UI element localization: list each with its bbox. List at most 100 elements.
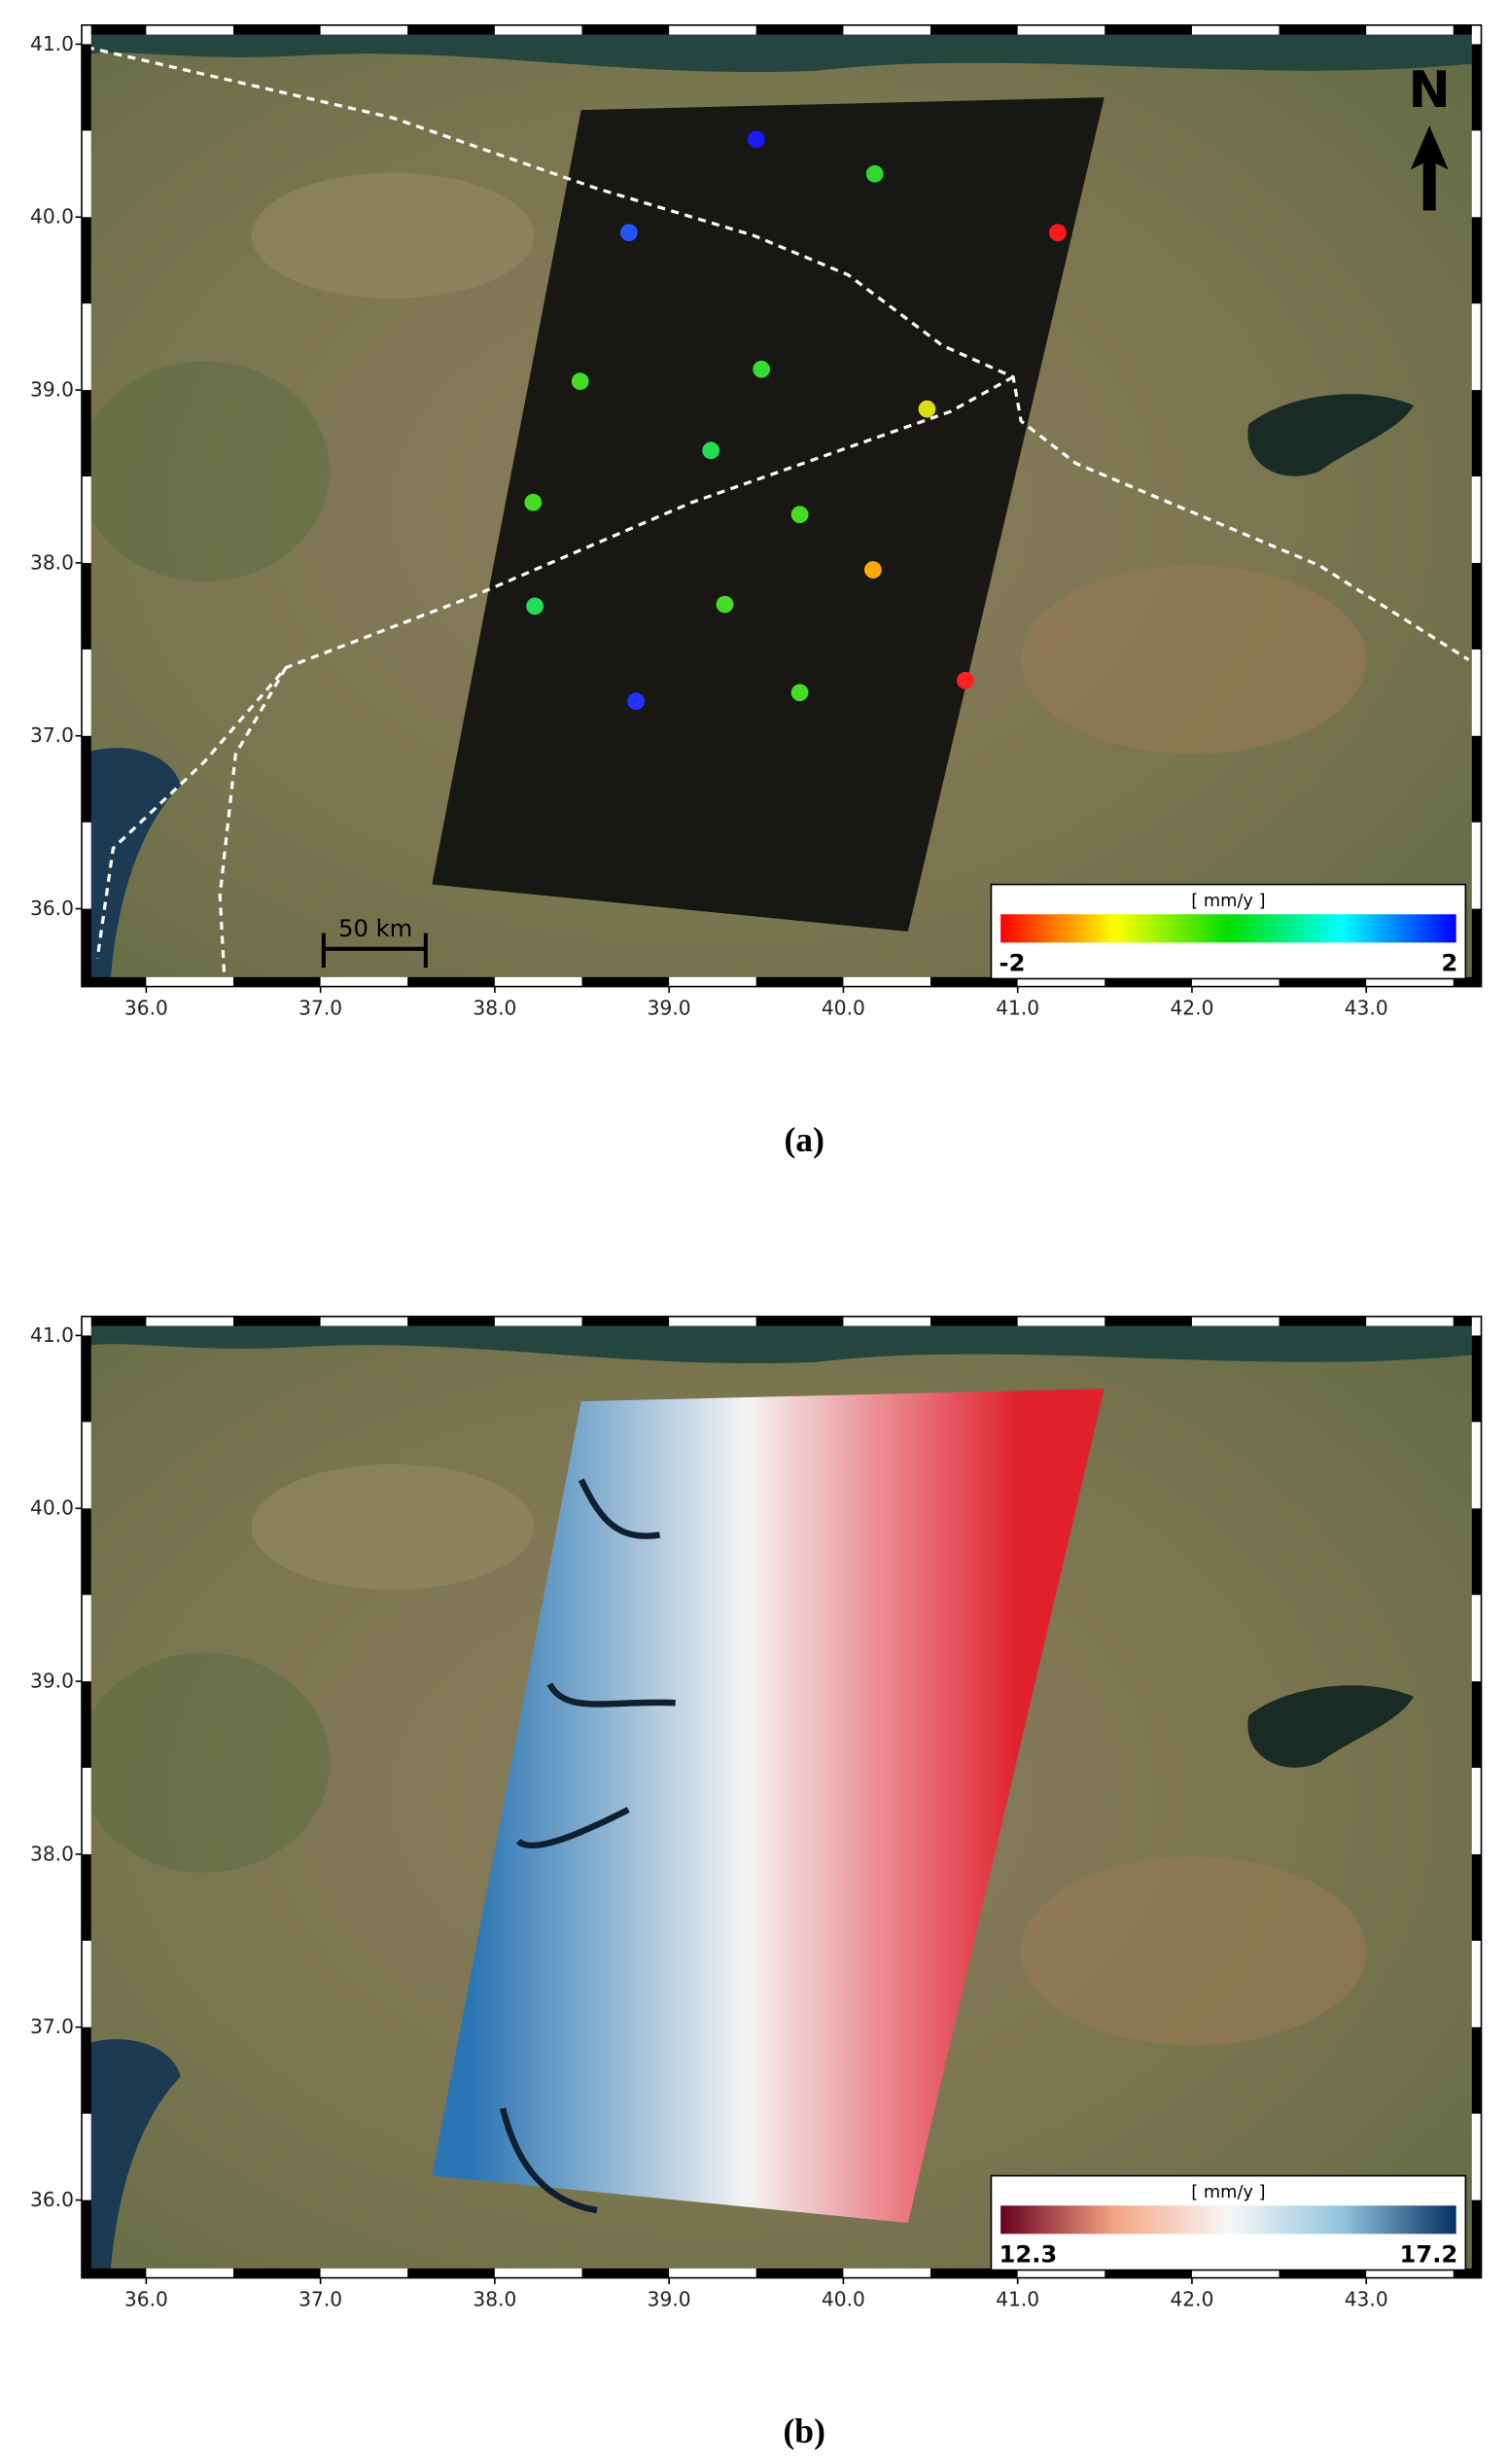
panel-caption: (a) <box>784 1120 824 1159</box>
frame-band <box>82 44 91 131</box>
frame-band <box>82 303 91 391</box>
frame-band <box>1471 24 1482 45</box>
frame-band <box>232 2268 321 2278</box>
frame-band <box>232 1316 321 1326</box>
scale-bar-label: 50 km <box>338 915 412 942</box>
frame-band <box>82 475 91 563</box>
frame-band <box>1471 2026 1482 2114</box>
frame-band <box>581 2268 670 2278</box>
colorbar-min: 12.3 <box>999 2240 1058 2268</box>
frame-band <box>1471 1508 1482 1596</box>
frame-band <box>1471 44 1482 131</box>
frame-band <box>755 24 844 35</box>
scale-bar <box>321 933 428 968</box>
station <box>753 360 771 378</box>
frame-band <box>1191 1316 1280 1326</box>
x-tick-label: 37.0 <box>298 2288 342 2311</box>
frame-band <box>1105 24 1192 35</box>
station <box>918 400 936 418</box>
frame-band <box>930 1316 1018 1326</box>
frame-band <box>1366 2268 1454 2278</box>
frame-band <box>82 1595 91 1682</box>
y-tick-label: 41.0 <box>30 32 74 55</box>
frame-band <box>1017 24 1105 35</box>
frame-band <box>1471 130 1482 218</box>
x-tick-label: 39.0 <box>648 2288 691 2311</box>
frame-band <box>930 24 1018 35</box>
frame-band <box>494 24 582 35</box>
frame-band <box>1366 976 1454 987</box>
y-tick-label: 39.0 <box>30 1670 74 1693</box>
frame-band <box>669 2268 756 2278</box>
frame-band <box>82 24 147 35</box>
panel-a: N 50 km <box>79 25 1482 987</box>
frame-band <box>494 2268 582 2278</box>
swath <box>432 97 1105 933</box>
frame-band <box>82 1422 91 1509</box>
x-tick-label: 36.0 <box>124 997 168 1020</box>
y-tick-label: 41.0 <box>30 1323 74 1347</box>
frame-band <box>232 976 321 987</box>
frame-band <box>82 2200 91 2278</box>
frame-band <box>1471 1940 1482 2027</box>
colorbar <box>1000 2205 1456 2235</box>
frame-band <box>755 2268 844 2278</box>
frame-band <box>1191 976 1280 987</box>
x-tick-label: 40.0 <box>822 997 865 1020</box>
frame-band <box>1471 1853 1482 1941</box>
frame-band <box>1191 2268 1280 2278</box>
frame-band <box>1017 976 1105 987</box>
frame-band <box>82 562 91 650</box>
frame-band <box>407 1316 495 1326</box>
frame-band <box>669 1316 756 1326</box>
frame-band <box>1017 2268 1105 2278</box>
frame-band <box>320 976 408 987</box>
frame-band <box>407 24 495 35</box>
colorbar <box>1000 914 1456 943</box>
frame-band <box>407 2268 495 2278</box>
north-label: N <box>1409 61 1451 120</box>
frame-band <box>1471 217 1482 304</box>
frame-band <box>1279 1316 1367 1326</box>
frame-band <box>755 976 844 987</box>
y-tick-label: 37.0 <box>30 723 74 747</box>
frame-band <box>82 24 91 45</box>
colorbar-max: 2 <box>1441 949 1457 976</box>
x-tick-label: 43.0 <box>1345 2288 1388 2311</box>
station <box>571 372 589 391</box>
y-tick-label: 37.0 <box>30 2015 74 2038</box>
x-tick-label: 36.0 <box>124 2288 168 2311</box>
frame-band <box>82 390 91 476</box>
frame-band <box>755 1316 844 1326</box>
frame-band <box>1471 562 1482 650</box>
frame-band <box>1471 1335 1482 1423</box>
station <box>524 493 543 511</box>
x-tick-label: 38.0 <box>473 2288 516 2311</box>
x-tick-label: 41.0 <box>996 997 1039 1020</box>
frame-band <box>146 2268 233 2278</box>
station <box>627 692 645 711</box>
frame-band <box>669 976 756 987</box>
frame-band <box>82 649 91 736</box>
station <box>865 164 884 183</box>
frame-band <box>1471 649 1482 736</box>
frame-band <box>581 24 670 35</box>
frame-band <box>1105 1316 1192 1326</box>
station <box>716 595 734 614</box>
frame-band <box>82 1767 91 1854</box>
frame-band <box>82 1508 91 1596</box>
frame-band <box>843 976 931 987</box>
frame-band <box>146 1316 233 1326</box>
frame-band <box>320 24 408 35</box>
frame-band <box>82 1335 91 1423</box>
frame-band <box>1453 976 1482 987</box>
frame-band <box>1105 2268 1192 2278</box>
x-tick-label: 43.0 <box>1345 997 1388 1020</box>
frame <box>81 1316 1483 2279</box>
frame-band <box>320 2268 408 2278</box>
frame-band <box>82 2113 91 2200</box>
frame-band <box>1471 475 1482 563</box>
frame-band <box>1453 2268 1482 2278</box>
frame-band <box>930 2268 1018 2278</box>
x-tick-label: 42.0 <box>1170 997 1213 1020</box>
